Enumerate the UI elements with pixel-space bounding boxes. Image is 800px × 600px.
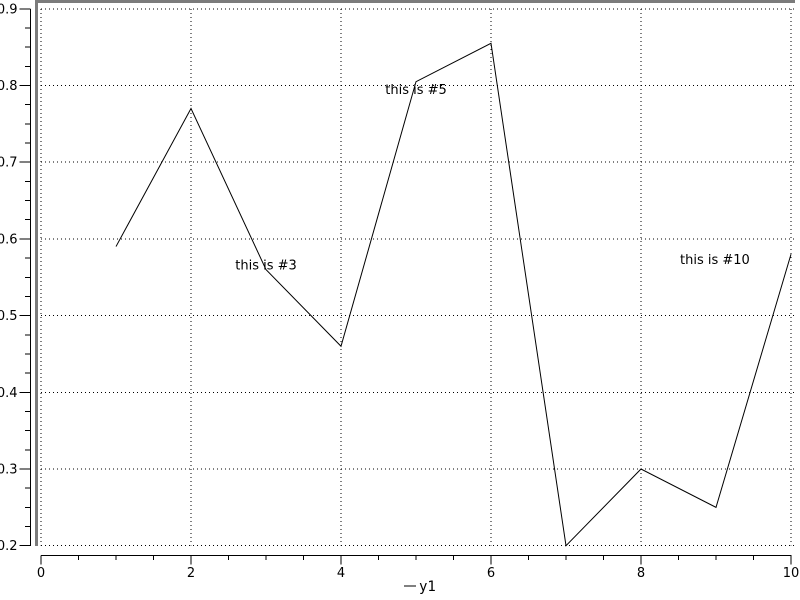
plot-frame-left	[35, 0, 38, 546]
legend-label: y1	[419, 579, 436, 595]
y-axis-tick-label: 0.9	[0, 2, 18, 17]
y-axis-tick-label: 0.5	[0, 309, 18, 324]
annotation-label: this is #3	[235, 259, 297, 274]
y-axis-tick-label: 0.4	[0, 386, 18, 401]
annotation-label: this is #10	[680, 253, 750, 268]
data-series-line	[115, 42, 792, 547]
y-axis-tick-label: 0.2	[0, 539, 18, 554]
x-axis-tick-label: 8	[637, 566, 645, 581]
x-axis-tick-label: 0	[37, 566, 45, 581]
y-axis-tick-label: 0.7	[0, 156, 18, 171]
plot-frame-top	[35, 0, 795, 3]
x-axis-tick-label: 2	[187, 566, 195, 581]
y-axis-tick-label: 0.8	[0, 79, 18, 94]
x-axis-tick-label: 4	[337, 566, 345, 581]
y-axis-tick-label: 0.3	[0, 463, 18, 478]
annotation-label: this is #5	[385, 83, 447, 98]
y-axis-tick-label: 0.6	[0, 232, 18, 247]
x-axis-tick-label: 10	[783, 566, 800, 581]
x-axis-tick-label: 6	[487, 566, 495, 581]
